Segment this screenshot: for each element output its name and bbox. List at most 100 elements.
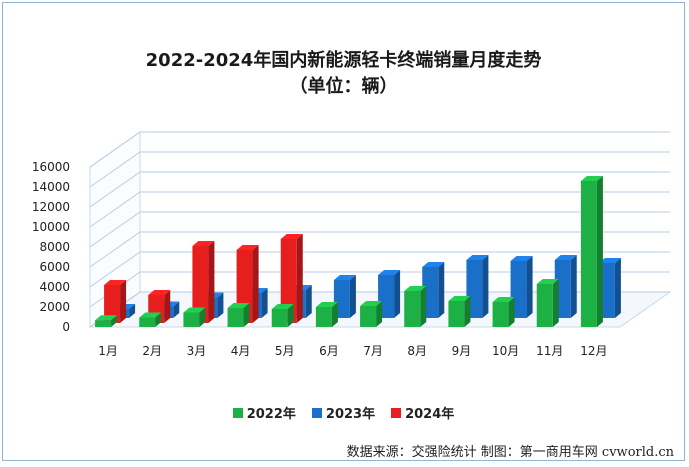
x-tick-label: 8月: [407, 344, 427, 358]
bar-2024-1-side: [120, 280, 127, 323]
bar-2022-8-side: [420, 286, 427, 327]
bar-2022-6-side: [331, 302, 338, 327]
bar-2022-3-top: [183, 307, 206, 313]
bar-2023-8-side: [438, 262, 445, 318]
bar-2023-11-side: [570, 255, 577, 318]
bar-2022-2-top: [139, 312, 162, 318]
bar-2022-1-top: [95, 315, 118, 321]
bar-2022-4-side: [243, 303, 250, 327]
x-tick-label: 4月: [231, 344, 251, 358]
bar-2024-2-top: [148, 290, 171, 295]
bar-2023-4-side: [261, 288, 268, 318]
bar-2022-2-side: [155, 312, 162, 327]
bar-2023-12-side: [614, 258, 621, 318]
bar-2023-7-top: [378, 270, 401, 275]
gridline-side: [89, 211, 141, 248]
bar-2022-1: [95, 320, 112, 327]
x-tick-label: 11月: [536, 344, 563, 358]
x-tick-label: 6月: [319, 344, 339, 358]
bar-2024-4-side: [252, 245, 259, 323]
bar-2022-7: [360, 306, 377, 327]
bar-2022-5: [271, 309, 288, 327]
bar-2023-9-top: [466, 255, 489, 260]
bar-2024-3-side: [208, 241, 215, 323]
chart-plot: 0 2000 4000 6000 8000 10000 12000 14000 16000 1月 2…: [32, 131, 672, 358]
y-tick-label: 4000: [39, 280, 70, 294]
gridline-side: [89, 231, 141, 268]
bar-2024-5-top: [280, 234, 303, 239]
bar-2023-5-side: [305, 285, 312, 318]
y-tick-label: 16000: [32, 160, 70, 174]
legend-item-2023: 2023年: [311, 403, 376, 422]
bar-2022-9: [448, 301, 465, 327]
legend-label-2024: 2024年: [405, 407, 455, 422]
bar-2024-2-side: [164, 290, 171, 323]
bar-2024-5: [280, 239, 297, 323]
chart-frame: 2022-2024年国内新能源轻卡终端销量月度走势 （单位：辆） 0 2000 40…: [2, 2, 685, 461]
x-tick-label: 7月: [363, 344, 383, 358]
bar-2024-1-top: [104, 280, 127, 285]
legend-swatch-2023: [311, 407, 322, 418]
x-tick-label: 3月: [187, 344, 207, 358]
bar-2023-1-side: [129, 304, 136, 318]
bar-2023-6-side: [349, 275, 356, 318]
bar-2022-3: [183, 312, 200, 327]
bar-2024-3-top: [192, 241, 215, 246]
y-tick-label: 12000: [32, 200, 70, 214]
bar-2022-5-top: [271, 304, 294, 309]
x-tick-label: 10月: [492, 344, 519, 358]
x-tick-label: 2月: [142, 344, 162, 358]
gridline-side: [89, 171, 141, 208]
bar-2023-10-side: [526, 256, 533, 318]
bar-2022-12-top: [580, 176, 603, 181]
bar-2023-11-top: [554, 255, 577, 260]
bar-2022-1-side: [111, 315, 118, 327]
legend-label-2023: 2023年: [325, 407, 376, 422]
x-tick-label: 9月: [452, 344, 472, 358]
legend-swatch-2022: [232, 407, 243, 418]
bar-2023-7-side: [394, 270, 401, 318]
bar-2022-8: [404, 291, 421, 327]
y-tick-label: 10000: [32, 220, 70, 234]
bar-2022-10-side: [508, 297, 515, 327]
bar-2024-4-top: [236, 245, 259, 250]
bar-2024-3: [192, 246, 209, 323]
gridline-side: [89, 191, 141, 228]
bar-2023-8-top: [422, 262, 445, 267]
y-tick-label: 8000: [39, 240, 70, 254]
x-tick-label: 1月: [98, 344, 118, 358]
bar-2023-6-top: [333, 275, 356, 280]
bar-2022-3-side: [199, 307, 206, 327]
bar-2022-4-top: [227, 303, 250, 308]
bar-2023-10-top: [510, 256, 533, 261]
bar-2023-12-top: [598, 258, 621, 263]
bar-2022-5-side: [287, 304, 294, 327]
bar-2023-2-side: [173, 301, 180, 318]
bar-2024-5-side: [296, 234, 303, 323]
bar-2022-8-top: [404, 286, 427, 291]
bar-2023-10: [510, 261, 527, 318]
bar-2022-10-top: [492, 297, 515, 302]
bar-2022-10: [492, 302, 509, 327]
y-tick-label: 6000: [39, 260, 70, 274]
bar-2023-3-side: [217, 292, 224, 318]
legend-label-2022: 2022年: [246, 407, 296, 422]
bar-2022-12-side: [596, 176, 603, 327]
bar-2024-1: [104, 285, 121, 323]
chart-legend: 2022年 2023年 2024年: [3, 403, 684, 422]
legend-swatch-2024: [391, 407, 402, 418]
y-tick-label: 0: [62, 320, 70, 334]
legend-item-2024: 2024年: [391, 403, 454, 422]
legend-item-2022: 2022年: [232, 403, 296, 422]
x-tick-label: 12月: [580, 344, 607, 358]
bar-2022-2: [139, 317, 156, 327]
bar-2023-9-side: [482, 255, 489, 318]
bar-2022-9-top: [448, 296, 471, 301]
bar-2022-6-top: [315, 302, 338, 307]
gridline-side: [89, 151, 141, 188]
bar-2022-11: [536, 284, 553, 327]
bar-2022-11-top: [536, 279, 559, 284]
chart-subtitle: （单位：辆）: [289, 76, 398, 97]
y-tick-label: 14000: [32, 180, 70, 194]
bar-2022-12: [580, 181, 597, 327]
